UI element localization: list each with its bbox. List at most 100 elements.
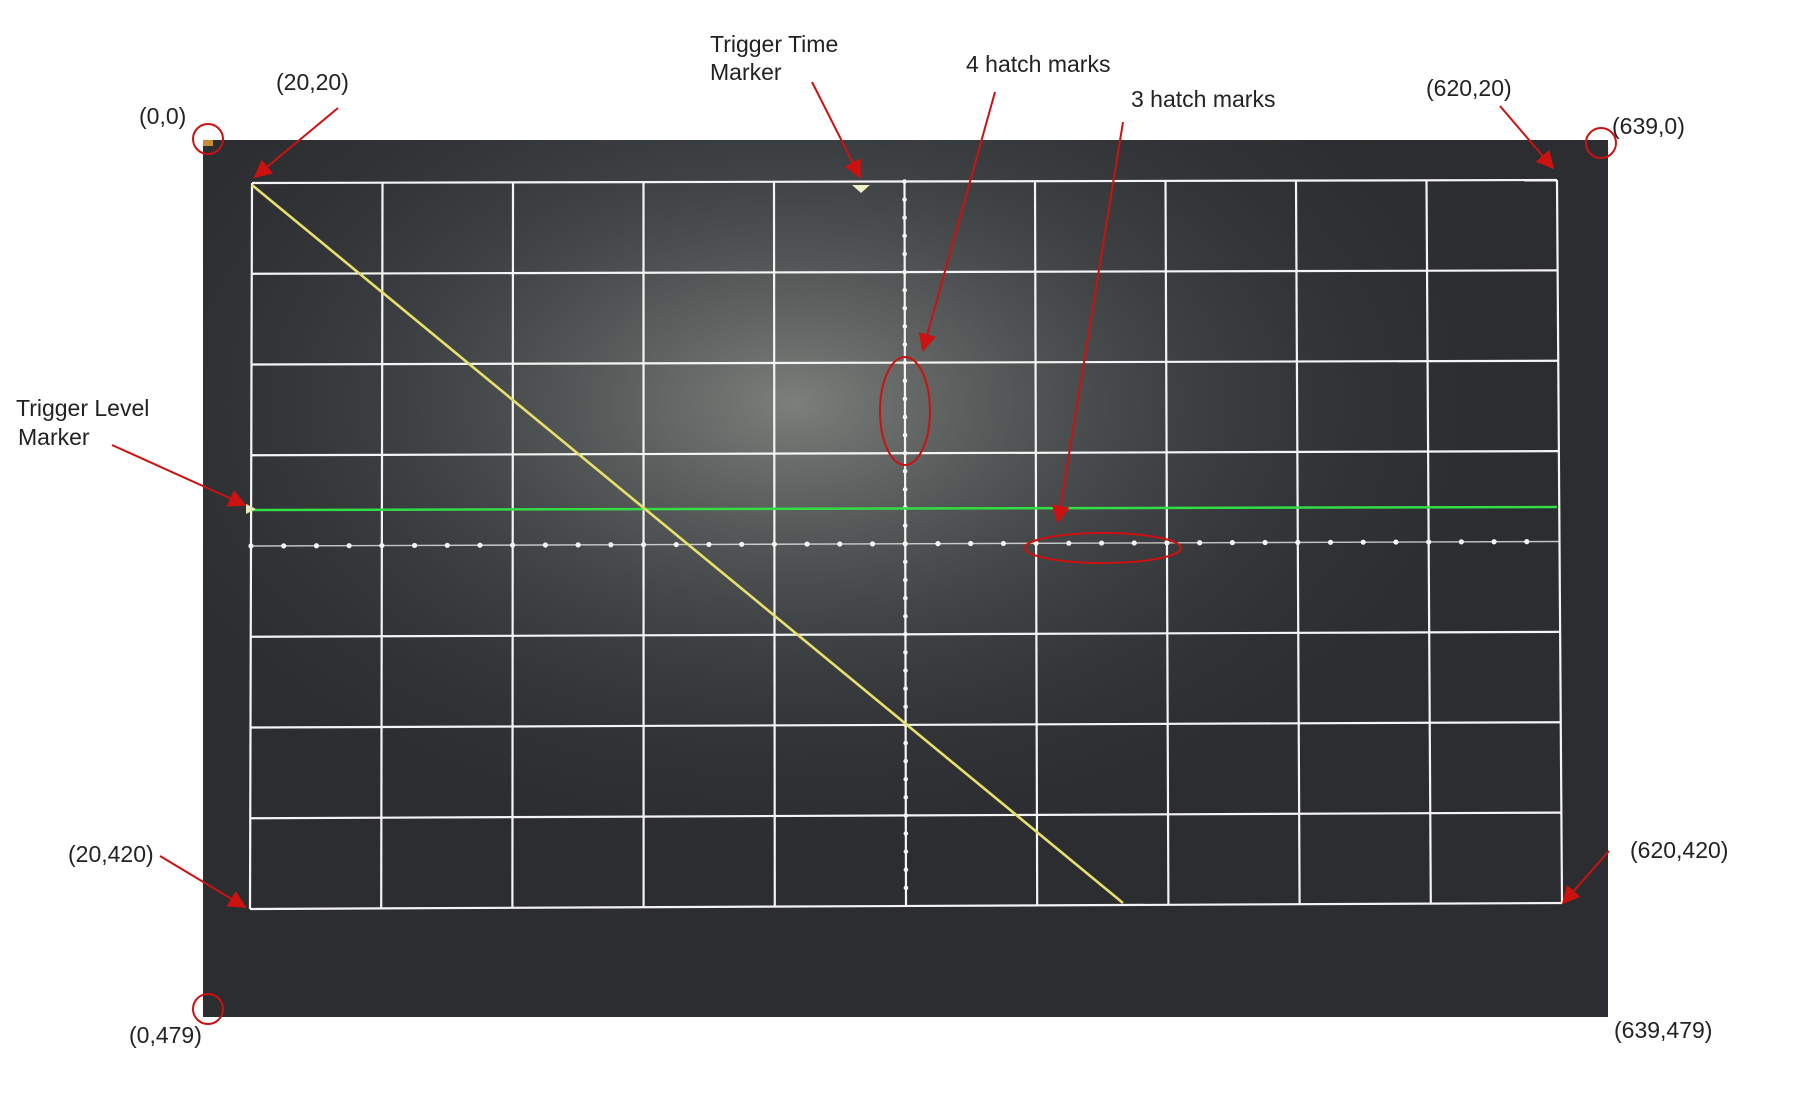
vertical-hatch-mark (902, 215, 907, 221)
annotation-arrows (111, 81, 1610, 908)
horizontal-hatch-mark (1524, 539, 1530, 545)
label-corner-top-right-outer: (639,0) (1612, 113, 1685, 139)
horizontal-hatch-mark (510, 542, 516, 548)
vertical-hatch-mark (903, 867, 909, 873)
horizontal-hatch-mark (542, 542, 549, 548)
vertical-hatch-mark (903, 668, 908, 673)
signal-trace (251, 183, 1124, 905)
vertical-hatch-mark (902, 233, 907, 239)
horizontal-hatch-mark (968, 540, 974, 547)
arrow-top-right-inner (1499, 105, 1555, 170)
label-trigger-level-line2: Marker (18, 424, 90, 450)
vertical-hatch-mark (902, 324, 908, 329)
graticule-hatch-marks (248, 179, 1530, 891)
horizontal-hatch-mark (640, 542, 647, 548)
horizontal-hatch-mark (739, 541, 745, 547)
horizontal-hatch-mark (608, 542, 614, 548)
horizontal-hatch-mark (1000, 540, 1006, 547)
vertical-hatch-mark (902, 432, 908, 438)
horizontal-hatch-mark (1426, 539, 1432, 545)
label-four-hatch-marks: 4 hatch marks (966, 51, 1110, 77)
vertical-hatch-mark (902, 305, 908, 311)
trigger-level-marker-icon (246, 504, 256, 514)
horizontal-hatch-mark (673, 541, 679, 548)
vertical-hatch-mark (902, 269, 907, 275)
vertical-hatch-mark (903, 686, 908, 691)
three-hatch-ellipse (1024, 532, 1182, 564)
horizontal-hatch-mark (1360, 539, 1366, 545)
horizontal-hatch-mark (477, 542, 483, 548)
vertical-hatch-mark (902, 197, 907, 202)
horizontal-hatch-mark (444, 542, 450, 548)
label-three-hatch-marks: 3 hatch marks (1131, 86, 1275, 112)
label-corner-top-right-inner: (620,20) (1426, 75, 1512, 101)
label-corner-bottom-right-outer: (639,479) (1614, 1017, 1712, 1043)
horizontal-hatch-mark (1458, 539, 1464, 545)
vertical-hatch-mark (902, 360, 908, 365)
vertical-hatch-mark (903, 776, 909, 782)
horizontal-hatch-mark (706, 541, 712, 548)
horizontal-hatch-mark (313, 543, 320, 549)
vertical-hatch-mark (902, 469, 908, 474)
vertical-hatch-mark (903, 795, 909, 800)
vertical-hatch-mark (902, 396, 908, 402)
vertical-hatch-mark (902, 378, 908, 384)
bottom-left-circle (192, 993, 224, 1025)
vertical-hatch-mark (903, 831, 909, 836)
vertical-hatch-mark (902, 414, 908, 420)
horizontal-hatch-mark (1033, 540, 1039, 546)
arrow-four-hatch (918, 91, 996, 352)
screen-origin-pixel (203, 140, 213, 146)
horizontal-hatch-mark (1295, 539, 1301, 546)
horizontal-hatch-mark (804, 541, 810, 547)
horizontal-hatch-mark (1262, 539, 1268, 546)
vertical-hatch-mark (902, 541, 908, 547)
vertical-hatch-mark (902, 251, 907, 257)
arrow-trigger-time (811, 81, 861, 179)
horizontal-hatch-mark (1327, 539, 1334, 545)
vertical-hatch-mark (902, 487, 908, 492)
vertical-hatch-mark (902, 450, 908, 456)
horizontal-hatch-mark (1197, 540, 1203, 546)
label-trigger-time-line1: Trigger Time (710, 31, 838, 57)
vertical-hatch-mark (902, 179, 907, 184)
vertical-hatch-mark (903, 595, 908, 601)
vertical-hatch-mark (903, 849, 909, 854)
horizontal-hatch-mark (1491, 539, 1497, 545)
top-right-circle (1585, 127, 1617, 159)
vertical-hatch-mark (903, 704, 908, 710)
label-corner-bottom-left-inner: (20,420) (68, 841, 154, 867)
label-trigger-time-line2: Marker (710, 59, 782, 85)
label-corner-bottom-right-inner: (620,420) (1630, 837, 1728, 863)
vertical-hatch-mark (903, 758, 908, 764)
horizontal-hatch-mark (281, 543, 287, 549)
vertical-hatch-mark (903, 740, 908, 746)
trigger-time-marker-icon (852, 185, 870, 193)
horizontal-hatch-mark (575, 542, 581, 548)
label-corner-bottom-left-outer: (0,479) (129, 1022, 202, 1048)
horizontal-hatch-mark (1164, 540, 1170, 546)
vertical-hatch-mark (902, 559, 908, 565)
label-corner-top-left-outer: (0,0) (139, 103, 186, 129)
four-hatch-ellipse (879, 356, 931, 466)
vertical-hatch-mark (903, 813, 909, 818)
horizontal-hatch-mark (1393, 539, 1399, 545)
vertical-hatch-mark (903, 613, 908, 619)
horizontal-hatch-mark (771, 541, 778, 547)
vertical-hatch-mark (902, 523, 908, 528)
horizontal-hatch-mark (935, 541, 941, 547)
vertical-hatch-mark (903, 632, 908, 637)
vertical-hatch-mark (902, 287, 908, 293)
horizontal-hatch-mark (1066, 540, 1072, 546)
horizontal-hatch-mark (1229, 540, 1235, 546)
arrow-trigger-level (111, 444, 247, 507)
annotation-shapes (192, 123, 1617, 1025)
vertical-hatch-mark (903, 885, 909, 891)
arrow-bottom-right-inner (1561, 850, 1610, 905)
origin-circle (192, 123, 224, 155)
horizontal-hatch-mark (1098, 540, 1105, 546)
horizontal-hatch-mark (411, 542, 418, 549)
horizontal-hatch-mark (248, 543, 254, 549)
horizontal-hatch-mark (869, 541, 876, 547)
